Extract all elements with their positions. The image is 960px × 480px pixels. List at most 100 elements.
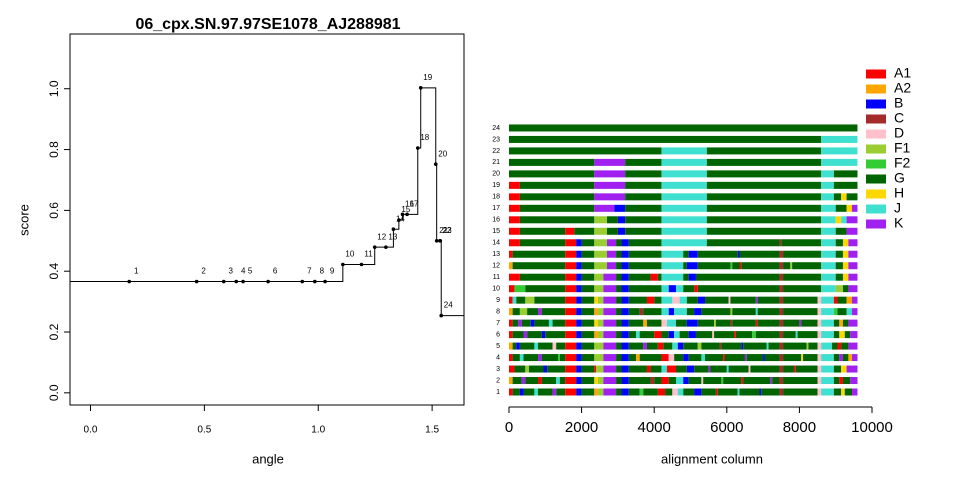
point xyxy=(194,279,199,284)
segment xyxy=(779,331,784,339)
legend-label: C xyxy=(894,110,904,126)
segment xyxy=(576,239,582,247)
chart-title: 06_cpx.SN.97.97SE1078_AJ288981 xyxy=(135,16,400,33)
segment xyxy=(594,377,598,385)
segment xyxy=(616,273,622,281)
segment xyxy=(741,377,744,385)
segment xyxy=(519,308,528,316)
segment xyxy=(688,354,702,362)
segment xyxy=(509,181,520,189)
segment xyxy=(706,239,780,247)
segment xyxy=(576,250,582,258)
point-label: 18 xyxy=(420,133,429,142)
segment xyxy=(621,308,629,316)
segment xyxy=(665,388,673,396)
segment xyxy=(739,388,760,396)
segment xyxy=(576,342,582,350)
segment xyxy=(779,296,784,304)
segment xyxy=(697,250,738,258)
segment xyxy=(509,193,520,201)
segment xyxy=(755,296,758,304)
segment xyxy=(783,285,822,293)
segment xyxy=(779,273,784,281)
segment xyxy=(509,365,515,373)
segment xyxy=(625,193,662,201)
row-label: 24 xyxy=(492,125,500,132)
segment xyxy=(779,250,784,258)
segment xyxy=(706,181,822,189)
segment xyxy=(706,204,822,212)
segment xyxy=(757,296,780,304)
segment xyxy=(852,296,858,304)
segment xyxy=(839,319,843,327)
segment xyxy=(841,193,847,201)
segment xyxy=(783,342,807,350)
segment xyxy=(846,216,858,224)
segment xyxy=(701,308,731,316)
segment xyxy=(543,365,548,373)
segment xyxy=(643,388,658,396)
row-label: 21 xyxy=(492,159,500,166)
segment xyxy=(661,308,669,316)
segment xyxy=(821,331,834,339)
segment xyxy=(757,319,780,327)
segment xyxy=(757,308,780,316)
segment xyxy=(574,227,595,235)
segment xyxy=(594,216,608,224)
segment xyxy=(842,319,849,327)
segment xyxy=(779,377,784,385)
segment xyxy=(817,308,822,316)
segment xyxy=(779,285,784,293)
segment xyxy=(797,331,818,339)
segment xyxy=(646,296,655,304)
point xyxy=(391,227,396,232)
segment xyxy=(559,354,566,362)
legend-swatch xyxy=(866,69,886,79)
segment xyxy=(559,377,566,385)
segment xyxy=(833,331,840,339)
segment xyxy=(799,319,802,327)
segment xyxy=(714,319,716,327)
segment xyxy=(594,170,626,178)
segment xyxy=(697,296,706,304)
row-label: 23 xyxy=(492,136,500,143)
segment xyxy=(688,377,702,385)
segment xyxy=(565,354,577,362)
segment xyxy=(545,331,566,339)
segment xyxy=(621,377,629,385)
segment xyxy=(697,319,715,327)
segment xyxy=(661,216,707,224)
point xyxy=(341,262,345,267)
segment xyxy=(525,285,566,293)
point-label: 8 xyxy=(320,267,325,276)
segment xyxy=(844,388,853,396)
point xyxy=(234,279,239,284)
legend-label: H xyxy=(894,185,904,201)
segment xyxy=(848,239,858,247)
y-tick-label: 0.4 xyxy=(47,263,61,280)
segment xyxy=(741,262,780,270)
segment xyxy=(628,239,662,247)
segment xyxy=(596,365,604,373)
point-label: 1 xyxy=(134,267,139,276)
segment xyxy=(677,388,684,396)
point-label: 10 xyxy=(345,250,354,259)
point-label: 7 xyxy=(307,267,312,276)
segment xyxy=(639,331,655,339)
segment xyxy=(594,342,604,350)
segment xyxy=(594,285,604,293)
plot-frame xyxy=(69,33,465,406)
segment xyxy=(781,239,822,247)
segment xyxy=(755,319,758,327)
segment xyxy=(581,331,595,339)
segment xyxy=(509,296,513,304)
segment xyxy=(705,296,729,304)
segment xyxy=(721,377,724,385)
row-label: 19 xyxy=(492,182,500,189)
segment xyxy=(512,331,524,339)
segment xyxy=(661,319,667,327)
segment xyxy=(766,342,769,350)
segment xyxy=(821,319,834,327)
segment xyxy=(732,319,756,327)
segment xyxy=(519,239,566,247)
